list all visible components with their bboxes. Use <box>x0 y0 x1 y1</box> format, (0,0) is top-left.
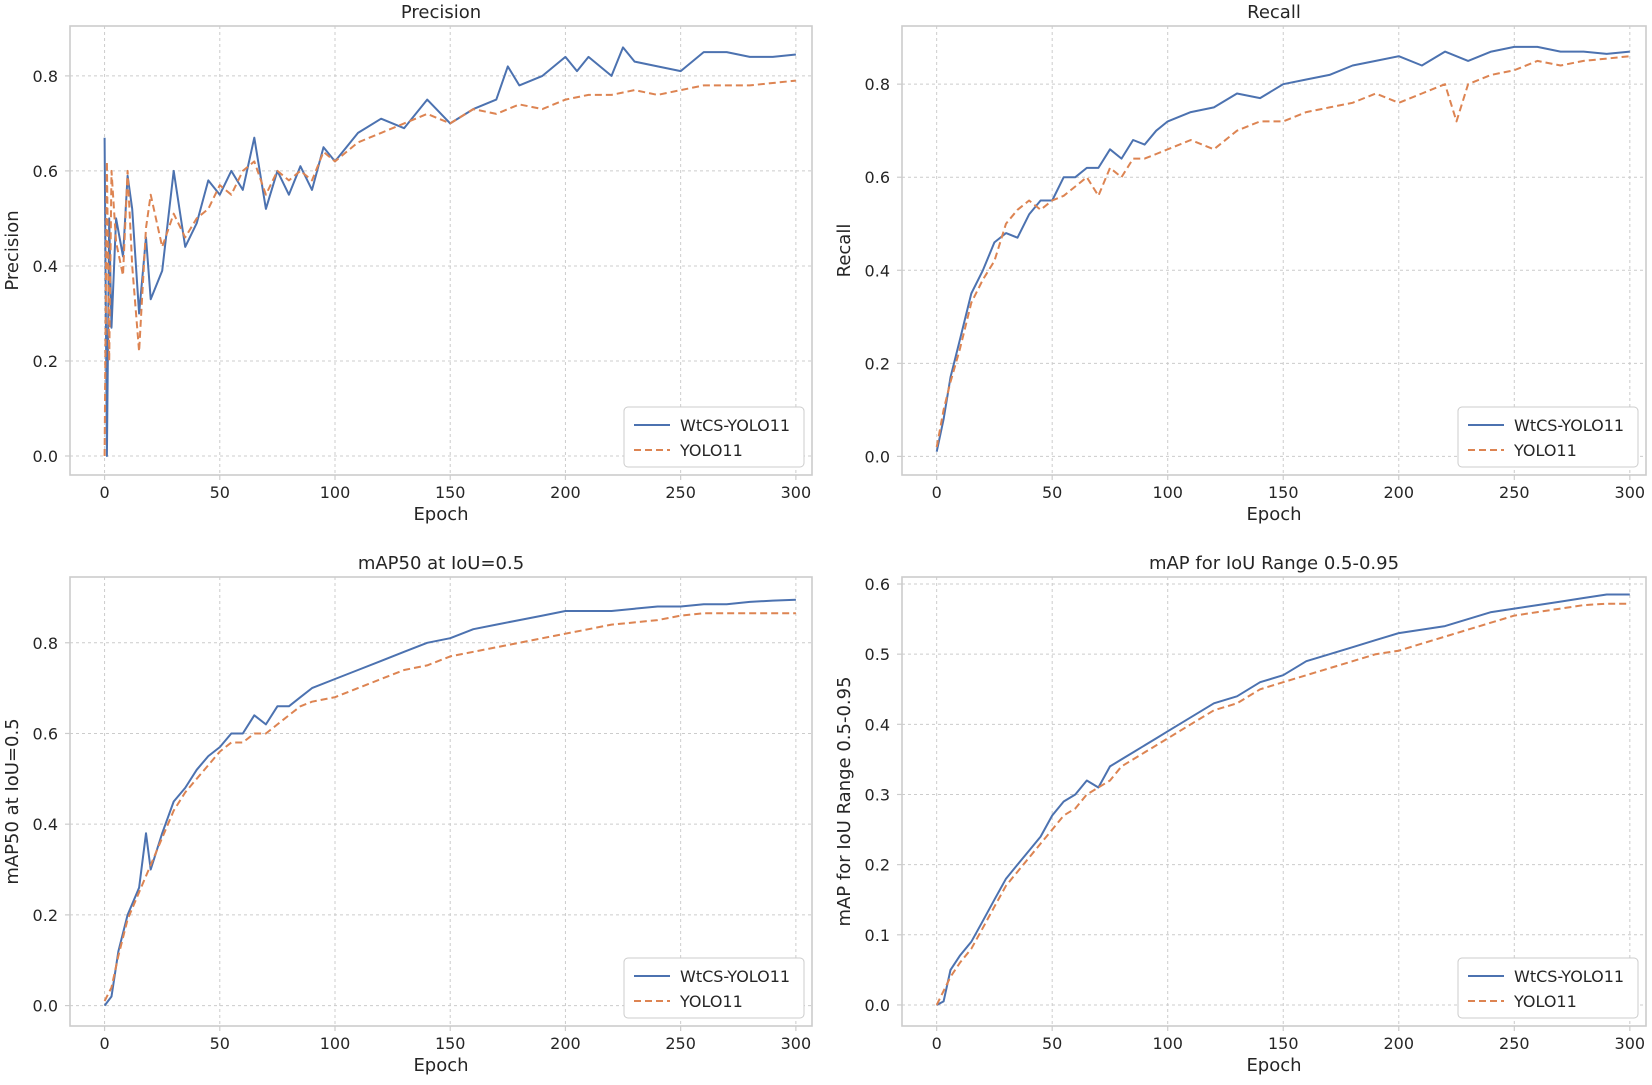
x-tick-label: 50 <box>210 1034 230 1053</box>
y-tick-label: 0.8 <box>865 75 890 94</box>
chart-panel-3: 0 50 100 150 200 250 300 0.0 0.2 0.4 0.6 0.8 mAP50 a… <box>2 553 813 1076</box>
legend-box <box>623 957 805 1019</box>
legend: WtCS-YOLO11 YOLO11 <box>623 957 805 1019</box>
x-tick-label: 50 <box>1042 483 1062 502</box>
x-tick-label: 250 <box>665 1034 696 1053</box>
x-tick-label: 0 <box>932 1034 942 1053</box>
legend-box <box>1457 406 1639 468</box>
y-tick-label: 0.4 <box>865 715 890 734</box>
y-axis-label: mAP50 at IoU=0.5 <box>2 718 23 884</box>
y-tick-label: 0.0 <box>33 447 58 466</box>
x-tick-label: 250 <box>1499 483 1530 502</box>
legend-label: YOLO11 <box>679 992 743 1011</box>
legend-box <box>1457 957 1639 1019</box>
series-line-wtcs-yolo11 <box>103 598 796 1007</box>
series-line-yolo11 <box>935 55 1630 448</box>
x-tick-label: 0 <box>932 483 942 502</box>
y-tick-label: 0.5 <box>865 645 890 664</box>
y-tick-label: 0.6 <box>865 575 890 594</box>
y-tick-label: 0.6 <box>865 168 890 187</box>
y-tick-label: 0.4 <box>865 261 890 280</box>
x-tick-label: 100 <box>320 1034 351 1053</box>
x-tick-label: 0 <box>99 1034 109 1053</box>
y-tick-label: 0.6 <box>33 162 58 181</box>
chart-title: mAP for IoU Range 0.5-0.95 <box>1149 553 1399 574</box>
x-tick-label: 150 <box>1268 1034 1299 1053</box>
chart-panel-4: 0 50 100 150 200 250 300 0.0 0.1 0.2 0.3 0.4 0.5 0.6 m… <box>834 553 1647 1076</box>
legend-label: YOLO11 <box>679 441 743 460</box>
x-axis-label: Epoch <box>1246 1055 1301 1076</box>
series-line-yolo11 <box>935 602 1630 1006</box>
x-tick-label: 100 <box>320 483 351 502</box>
legend: WtCS-YOLO11 YOLO11 <box>623 406 805 468</box>
legend-label: WtCS-YOLO11 <box>1514 967 1624 986</box>
chart-panel-1: 0 50 100 150 200 250 300 0.0 0.2 0.4 0.6 0.8 Precisi… <box>2 2 813 525</box>
chart-title: mAP50 at IoU=0.5 <box>358 553 524 574</box>
y-tick-label: 0.0 <box>33 997 58 1016</box>
x-axis-label: Epoch <box>413 1055 468 1076</box>
x-tick-label: 200 <box>1383 1034 1414 1053</box>
x-tick-label: 150 <box>1268 483 1299 502</box>
x-tick-label: 200 <box>550 483 581 502</box>
y-tick-label: 0.8 <box>33 634 58 653</box>
y-axis-label: Precision <box>2 210 23 290</box>
series-line-yolo11 <box>103 612 796 1002</box>
x-tick-label: 50 <box>1042 1034 1062 1053</box>
y-tick-label: 0.3 <box>865 785 890 804</box>
plot-frame <box>901 576 1647 1027</box>
x-axis-label: Epoch <box>413 504 468 525</box>
x-tick-label: 300 <box>781 483 812 502</box>
x-tick-label: 250 <box>665 483 696 502</box>
y-tick-label: 0.0 <box>865 447 890 466</box>
y-axis-label: Recall <box>834 224 855 278</box>
y-tick-label: 0.4 <box>33 815 58 834</box>
y-tick-label: 0.2 <box>865 856 890 875</box>
y-tick-label: 0.2 <box>33 906 58 925</box>
x-tick-label: 300 <box>781 1034 812 1053</box>
x-tick-label: 300 <box>1615 1034 1646 1053</box>
y-tick-label: 0.6 <box>33 724 58 743</box>
series-line-wtcs-yolo11 <box>936 593 1630 1006</box>
x-tick-label: 150 <box>435 1034 466 1053</box>
x-tick-label: 300 <box>1615 483 1646 502</box>
legend-label: WtCS-YOLO11 <box>680 967 790 986</box>
legend: WtCS-YOLO11 YOLO11 <box>1457 406 1639 468</box>
y-tick-label: 0.1 <box>865 926 890 945</box>
x-tick-label: 200 <box>550 1034 581 1053</box>
plot-frame <box>69 576 813 1027</box>
plot-frame <box>901 25 1647 476</box>
y-tick-label: 0.0 <box>865 996 890 1015</box>
x-tick-label: 0 <box>99 483 109 502</box>
y-tick-label: 0.4 <box>33 257 58 276</box>
plot-frame <box>69 25 813 476</box>
x-tick-label: 150 <box>435 483 466 502</box>
chart-title: Recall <box>1247 2 1301 23</box>
legend-label: WtCS-YOLO11 <box>1514 416 1624 435</box>
y-tick-label: 0.2 <box>33 352 58 371</box>
x-tick-label: 100 <box>1152 1034 1183 1053</box>
x-axis-label: Epoch <box>1246 504 1301 525</box>
legend-label: YOLO11 <box>1513 992 1577 1011</box>
y-tick-label: 0.8 <box>33 67 58 86</box>
x-tick-label: 100 <box>1152 483 1183 502</box>
legend: WtCS-YOLO11 YOLO11 <box>1457 957 1639 1019</box>
series-line-yolo11 <box>103 79 797 457</box>
y-axis-label: mAP for IoU Range 0.5-0.95 <box>834 676 855 926</box>
chart-title: Precision <box>401 2 481 23</box>
x-tick-label: 250 <box>1499 1034 1530 1053</box>
y-tick-label: 0.2 <box>865 354 890 373</box>
series-line-wtcs-yolo11 <box>935 45 1630 452</box>
legend-box <box>623 406 805 468</box>
legend-label: YOLO11 <box>1513 441 1577 460</box>
x-tick-label: 200 <box>1383 483 1414 502</box>
legend-label: WtCS-YOLO11 <box>680 416 790 435</box>
chart-panel-2: 0 50 100 150 200 250 300 0.0 0.2 0.4 0.6 0.8 Recall E… <box>834 2 1647 525</box>
x-tick-label: 50 <box>210 483 230 502</box>
